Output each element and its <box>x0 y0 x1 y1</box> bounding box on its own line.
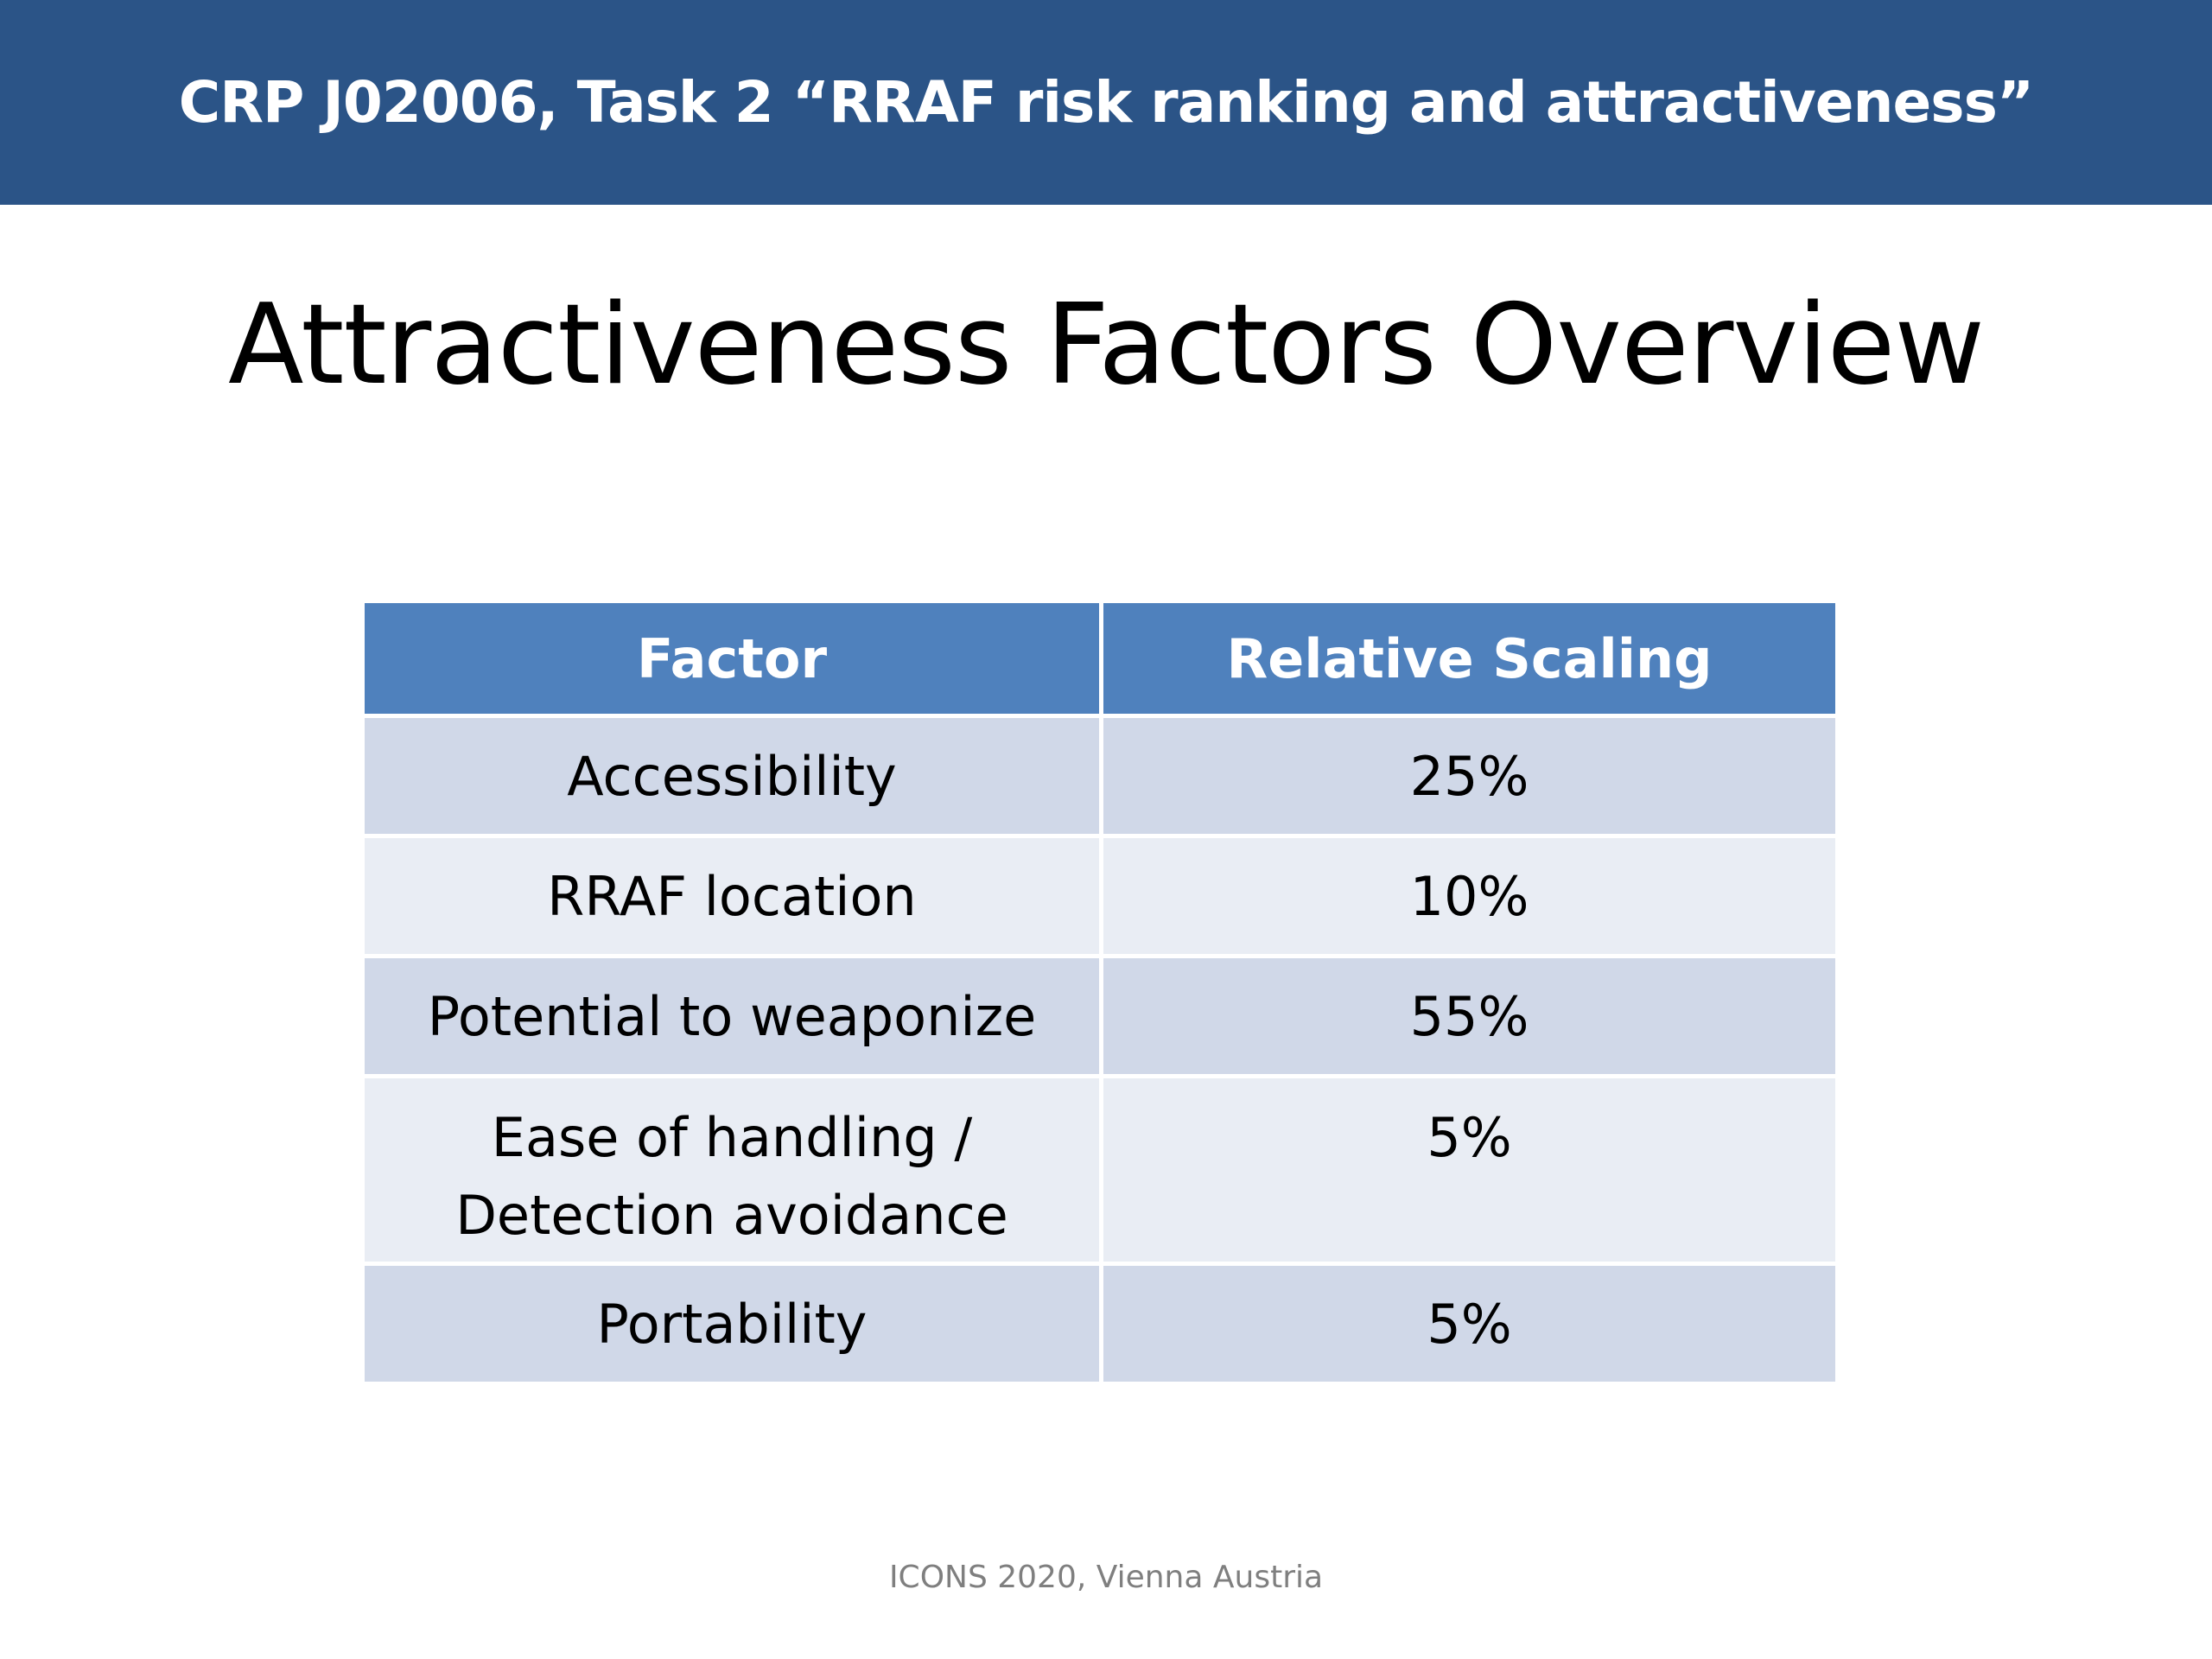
factor-cell-line-1: Ease of handling / <box>491 1106 973 1169</box>
banner-title: CRP J02006, Task 2 “RRAF risk ranking an… <box>178 69 2034 136</box>
factors-table: Factor Relative Scaling Accessibility 25… <box>365 603 1835 1386</box>
scaling-cell: 10% <box>1099 838 1835 958</box>
factor-cell: Potential to weaponize <box>365 958 1099 1078</box>
table-row: Potential to weaponize 55% <box>365 958 1835 1078</box>
factor-cell: Accessibility <box>365 718 1099 838</box>
slide-title: Attractiveness Factors Overview <box>227 281 1985 410</box>
factor-cell: Portability <box>365 1266 1099 1386</box>
column-header-relative-scaling: Relative Scaling <box>1099 603 1835 718</box>
table-row: Accessibility 25% <box>365 718 1835 838</box>
table-row: Portability 5% <box>365 1266 1835 1386</box>
header-banner: CRP J02006, Task 2 “RRAF risk ranking an… <box>0 0 2212 205</box>
table-header-row: Factor Relative Scaling <box>365 603 1835 718</box>
factor-cell: RRAF location <box>365 838 1099 958</box>
scaling-cell: 5% <box>1099 1078 1835 1266</box>
scaling-cell: 5% <box>1099 1266 1835 1386</box>
scaling-cell-value: 5% <box>1427 1106 1512 1169</box>
slide-footer: ICONS 2020, Vienna Austria <box>888 1560 1324 1595</box>
table-row: Ease of handling / Detection avoidance 5… <box>365 1078 1835 1266</box>
scaling-cell: 55% <box>1099 958 1835 1078</box>
factor-cell: Ease of handling / Detection avoidance <box>365 1078 1099 1266</box>
column-header-factor: Factor <box>365 603 1099 718</box>
factor-cell-line-2: Detection avoidance <box>455 1184 1008 1247</box>
scaling-cell: 25% <box>1099 718 1835 838</box>
table-row: RRAF location 10% <box>365 838 1835 958</box>
